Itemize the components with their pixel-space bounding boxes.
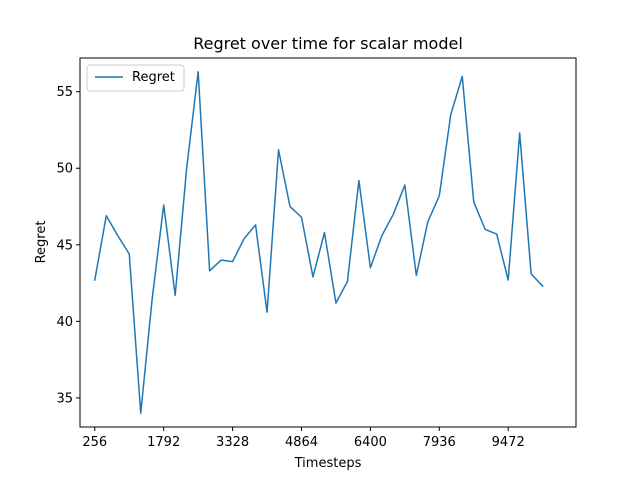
plot-area xyxy=(80,58,576,427)
series-layer xyxy=(93,71,544,414)
chart-title: Regret over time for scalar model xyxy=(193,34,463,53)
series-line-regret xyxy=(93,71,544,414)
y-tick-label: 55 xyxy=(56,85,73,100)
x-tick-label: 3328 xyxy=(216,435,249,450)
x-tick-label: 256 xyxy=(82,435,107,450)
y-axis: 35 40 45 50 55 xyxy=(56,85,80,406)
y-tick-label: 50 xyxy=(56,162,73,177)
legend-label: Regret xyxy=(132,70,175,85)
y-tick-label: 35 xyxy=(56,391,73,406)
x-axis-label: Timesteps xyxy=(294,456,362,471)
x-tick-label: 1792 xyxy=(147,435,180,450)
legend-box xyxy=(86,64,185,92)
x-tick-label: 9472 xyxy=(492,435,525,450)
x-axis: 256 1792 3328 4864 6400 7936 9472 xyxy=(82,427,525,450)
x-tick-label: 4864 xyxy=(285,435,318,450)
y-tick-label: 40 xyxy=(56,315,73,330)
y-axis-label: Regret xyxy=(34,221,49,264)
plot-frame xyxy=(79,57,577,428)
y-tick-label: 45 xyxy=(56,238,73,253)
x-tick-label: 7936 xyxy=(423,435,456,450)
x-tick-label: 6400 xyxy=(354,435,387,450)
legend: Regret xyxy=(86,64,185,92)
